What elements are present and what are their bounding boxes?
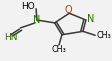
Text: HO: HO [21, 2, 34, 11]
Text: N: N [86, 14, 93, 24]
Text: O: O [64, 5, 72, 15]
Text: CH₃: CH₃ [96, 31, 110, 40]
Text: CH₃: CH₃ [51, 45, 66, 54]
Text: HN: HN [4, 33, 17, 42]
Text: N: N [33, 15, 40, 25]
